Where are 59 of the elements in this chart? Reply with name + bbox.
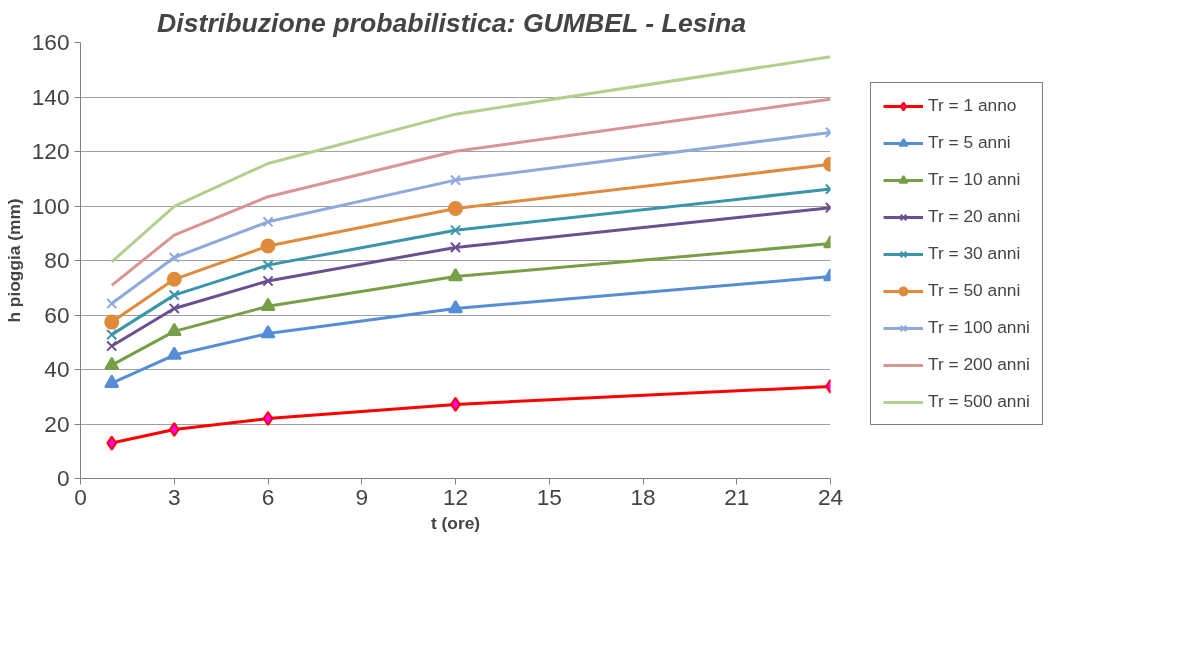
point bbox=[262, 259, 274, 271]
x-tick-label: 3 bbox=[167, 483, 181, 510]
point bbox=[168, 289, 180, 301]
x-tick-label: 12 bbox=[442, 483, 469, 510]
point bbox=[104, 314, 120, 330]
x-tick-label: 24 bbox=[817, 483, 844, 510]
legend-label: Tr = 5 anni bbox=[928, 132, 1011, 153]
legend-label: Tr = 1 anno bbox=[928, 95, 1017, 116]
point bbox=[106, 297, 118, 310]
chart-title: Distribuzione probabilistica: GUMBEL - Lesina bbox=[157, 7, 747, 38]
y-tick-label: 120 bbox=[31, 138, 70, 164]
point bbox=[262, 411, 274, 427]
point bbox=[166, 271, 182, 287]
point bbox=[260, 297, 276, 312]
x-tick-label: 0 bbox=[74, 483, 87, 510]
legend-label: Tr = 30 anni bbox=[928, 243, 1021, 264]
y-axis-title: h pioggia (mm) bbox=[3, 198, 24, 323]
point bbox=[104, 374, 120, 388]
point bbox=[262, 275, 274, 287]
point bbox=[260, 325, 276, 339]
point bbox=[106, 329, 118, 341]
point bbox=[166, 346, 182, 360]
x-tick-label: 6 bbox=[261, 483, 275, 510]
y-tick-label: 80 bbox=[44, 247, 70, 273]
y-tick-label: 0 bbox=[56, 465, 70, 491]
point bbox=[168, 251, 180, 264]
legend-label: Tr = 100 anni bbox=[928, 317, 1030, 338]
legend-label: Tr = 200 anni bbox=[928, 354, 1030, 375]
point bbox=[262, 216, 274, 228]
point bbox=[449, 241, 462, 254]
legend-label: Tr = 20 anni bbox=[928, 206, 1021, 227]
y-tick-label: 100 bbox=[31, 192, 70, 219]
x-tick-label: 9 bbox=[355, 483, 369, 510]
x-tick-label: 15 bbox=[536, 483, 562, 510]
point bbox=[449, 224, 462, 236]
legend-label: Tr = 10 anni bbox=[928, 169, 1021, 190]
point bbox=[104, 356, 120, 370]
point bbox=[449, 174, 462, 186]
line-series bbox=[110, 97, 831, 287]
y-tick-label: 60 bbox=[44, 301, 70, 328]
y-tick-label: 140 bbox=[31, 83, 70, 110]
point bbox=[168, 302, 180, 315]
point bbox=[260, 238, 276, 254]
line-series bbox=[110, 55, 831, 264]
point bbox=[448, 200, 463, 216]
legend-label: Tr = 500 anni bbox=[928, 391, 1030, 412]
y-tick-label: 160 bbox=[31, 29, 70, 55]
y-tick-label: 40 bbox=[44, 356, 70, 382]
x-axis-title: t (ore) bbox=[430, 512, 481, 533]
point bbox=[106, 340, 118, 352]
x-tick-label: 18 bbox=[630, 483, 656, 510]
point bbox=[166, 322, 182, 337]
point bbox=[168, 421, 180, 437]
x-tick-label: 21 bbox=[724, 483, 750, 510]
y-tick-label: 20 bbox=[44, 410, 70, 437]
legend-label: Tr = 50 anni bbox=[928, 280, 1021, 301]
point bbox=[106, 435, 118, 451]
point bbox=[448, 299, 463, 314]
point bbox=[448, 268, 463, 282]
